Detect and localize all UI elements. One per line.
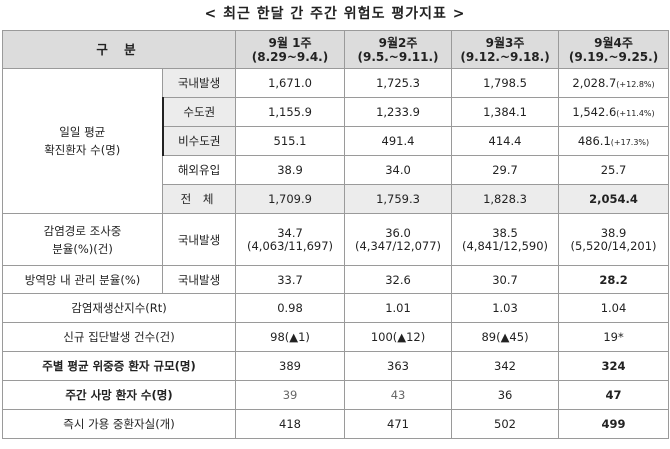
row-label: 감염재생산지수(Rt) [1,293,237,323]
row-label: 즉시 가용 중환자실(개) [1,409,237,439]
table-row: 수도권 1,155.9 1,233.9 1,384.1 1,542.6(+11.… [3,97,670,127]
category-header: 구 분 [1,30,237,69]
table-row: 방역망 내 관리 분율(%) 국내발생 33.7 32.6 30.7 28.2 [2,265,670,294]
row-label: 신규 집단발생 건수(건) [1,322,237,352]
row-label: 해외유입 [161,155,237,185]
row-label: 주별 평균 위중증 환자 규모(명) [1,351,237,381]
row-label: 비수도권 [161,126,237,156]
table-row: 일일 평균 확진환자 수(명) 국내발생 1,671.0 1,725.3 1,79… [2,68,670,214]
row-label: 방역망 내 관리 분율(%) [2,265,163,294]
week-header-2: 9월2주 (9.5.~9.11.) [344,30,453,69]
table-row: 감염재생산지수(Rt) 0.98 1.01 1.03 1.04 [1,293,670,323]
investigating-label: 감염경로 조사중 분율(%)(건) [2,213,163,266]
table-row: 주별 평균 위중증 환자 규모(명) 389 363 342 324 [1,351,670,381]
week-header-4: 9월4주 (9.19.~9.25.) [558,30,670,69]
row-label: 수도권 [161,97,237,127]
table-row: 즉시 가용 중환자실(개) 418 471 502 499 [1,409,670,439]
row-label: 전 체 [161,184,237,214]
risk-assessment-table: 구 분 9월 1주 (8.29~9.4.) 9월2주 (9.5.~9.11.) 9월… [1,30,670,439]
table-row: 주간 사망 환자 수(명) 39 43 36 47 [1,380,670,410]
week-header-1: 9월 1주 (8.29~9.4.) [235,30,346,69]
table-row: 신규 집단발생 건수(건) 98(▲1) 100(▲12) 89(▲45) 19… [1,322,670,352]
table-row: 해외유입 38.9 34.0 29.7 25.7 [3,155,670,185]
header-row: 구 분 9월 1주 (8.29~9.4.) 9월2주 (9.5.~9.11.) 9월… [1,30,670,69]
row-label: 국내발생 [161,68,237,98]
row-label: 주간 사망 환자 수(명) [1,380,237,410]
table-row: 감염경로 조사중 분율(%)(건) 국내발생 34.7 (4,063/11,697)… [2,213,670,266]
daily-avg-label: 일일 평균 확진환자 수(명) [2,68,163,214]
page-title: < 최근 한달 간 주간 위험도 평가지표 > [204,6,466,22]
table-row: 비수도권 515.1 491.4 414.4 486.1(+17.3%) [3,126,670,156]
week-header-3: 9월3주 (9.12.~9.18.) [451,30,560,69]
